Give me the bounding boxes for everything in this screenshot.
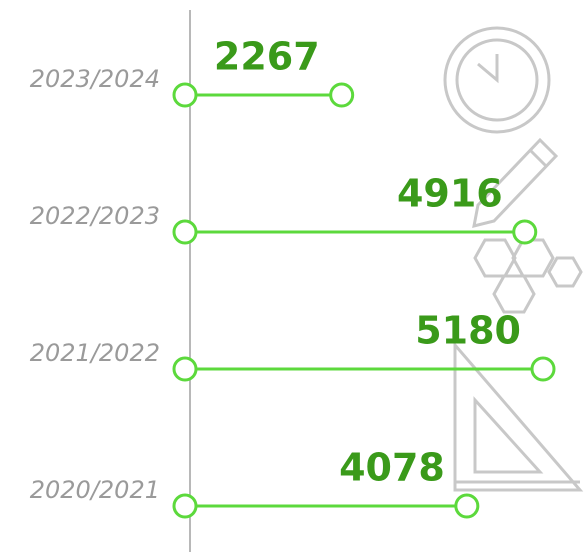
bar-start (174, 84, 196, 106)
category-label: 2021/2022 (30, 339, 160, 367)
category-label: 2023/2024 (30, 65, 160, 93)
value-label: 4078 (339, 446, 445, 490)
bar-start (174, 358, 196, 380)
value-label: 2267 (214, 35, 320, 79)
bar-end (532, 358, 554, 380)
decoration (445, 28, 581, 490)
chart: 2023/2024 2267 2022/2023 4916 2021/2022 5180 2… (0, 0, 588, 560)
bar-end (331, 84, 353, 106)
bar-start (174, 221, 196, 243)
value-label: 5180 (415, 309, 521, 353)
value-label: 4916 (397, 172, 503, 216)
category-label: 2020/2021 (30, 476, 160, 504)
bar-end (456, 495, 478, 517)
bar-start (174, 495, 196, 517)
category-label: 2022/2023 (30, 202, 160, 230)
bar-end (514, 221, 536, 243)
